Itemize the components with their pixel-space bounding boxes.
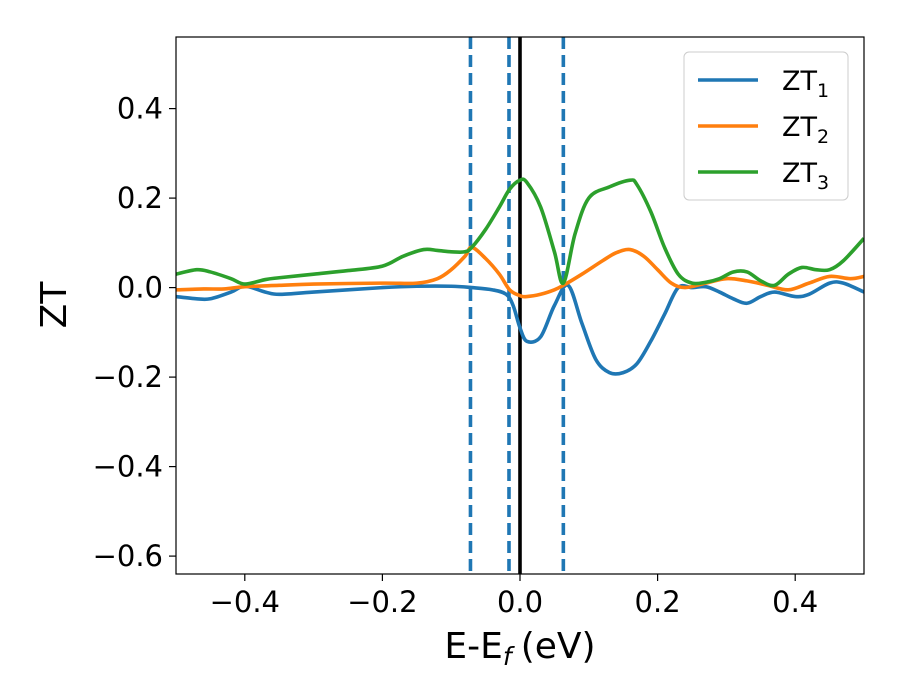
legend-label-main: ZT <box>782 112 817 143</box>
legend-label: ZT3 <box>782 158 829 194</box>
series-line-zt3 <box>176 177 864 288</box>
x-tick-label: 0.2 <box>635 585 681 619</box>
legend-label-subscript: 2 <box>817 126 829 148</box>
y-tick-label: −0.4 <box>93 450 163 484</box>
x-axis-label-unit: (eV) <box>521 626 596 667</box>
legend-label: ZT2 <box>782 112 829 148</box>
y-axis-ticks: 0.4 0.2 0.0 −0.2 −0.4 −0.6 <box>93 92 176 573</box>
series-line-zt1 <box>176 280 864 376</box>
legend-label-subscript: 1 <box>817 80 829 102</box>
x-axis-label: E-Ef (eV) <box>444 626 595 671</box>
x-tick-label: −0.4 <box>210 585 280 619</box>
legend-label-subscript: 3 <box>817 172 829 194</box>
x-tick-label: 0.4 <box>772 585 818 619</box>
y-tick-label: 0.4 <box>117 92 163 126</box>
legend-label-main: ZT <box>782 66 817 97</box>
y-axis-label: ZT <box>34 281 75 329</box>
x-tick-label: 0.0 <box>497 585 543 619</box>
y-tick-label: 0.2 <box>117 181 163 215</box>
series-line-zt2 <box>176 245 864 299</box>
y-tick-label: 0.0 <box>117 271 163 305</box>
x-axis-ticks: −0.4 −0.2 0.0 0.2 0.4 <box>210 574 818 619</box>
series-lines <box>176 177 864 376</box>
legend-box <box>683 51 849 201</box>
y-tick-label: −0.6 <box>93 539 163 573</box>
y-tick-label: −0.2 <box>93 360 163 394</box>
legend-label: ZT1 <box>782 66 829 102</box>
legend-label-main: ZT <box>782 158 817 189</box>
reference-lines <box>468 37 566 574</box>
x-tick-label: −0.2 <box>347 585 417 619</box>
x-axis-label-main: E-E <box>444 626 502 667</box>
